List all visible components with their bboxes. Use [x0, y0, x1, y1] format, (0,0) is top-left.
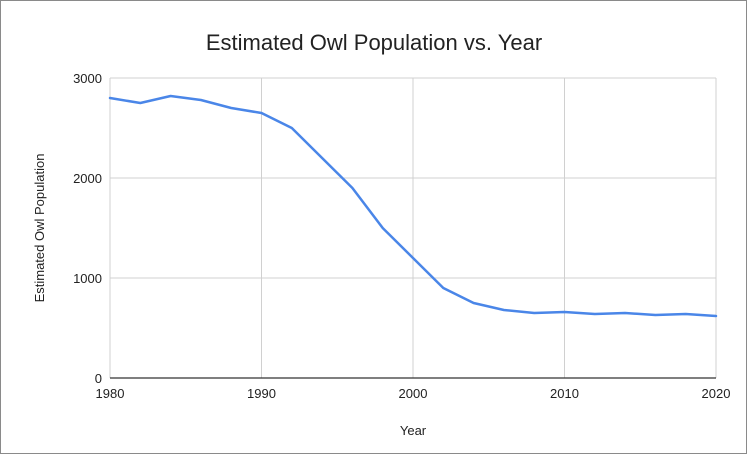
- series-group: [108, 94, 718, 318]
- y-tick-label: 3000: [73, 71, 102, 86]
- x-tick-label: 2000: [399, 386, 428, 401]
- y-tick-label: 1000: [73, 271, 102, 286]
- y-axis-ticks: 0 1000 2000 3000: [73, 71, 102, 386]
- y-tick-label: 2000: [73, 171, 102, 186]
- x-tick-label: 1990: [247, 386, 276, 401]
- y-axis-label: Estimated Owl Population: [32, 154, 47, 303]
- chart-title: Estimated Owl Population vs. Year: [205, 30, 543, 55]
- gridlines: [109, 77, 717, 378]
- x-tick-label: 2010: [550, 386, 579, 401]
- y-tick-label: 0: [95, 371, 102, 386]
- x-tick-label: 1980: [96, 386, 125, 401]
- series-line: [108, 94, 718, 318]
- x-tick-label: 2020: [702, 386, 731, 401]
- x-axis-ticks: 1980 1990 2000 2010 2020: [96, 386, 731, 401]
- x-axis-label: Year: [400, 423, 427, 438]
